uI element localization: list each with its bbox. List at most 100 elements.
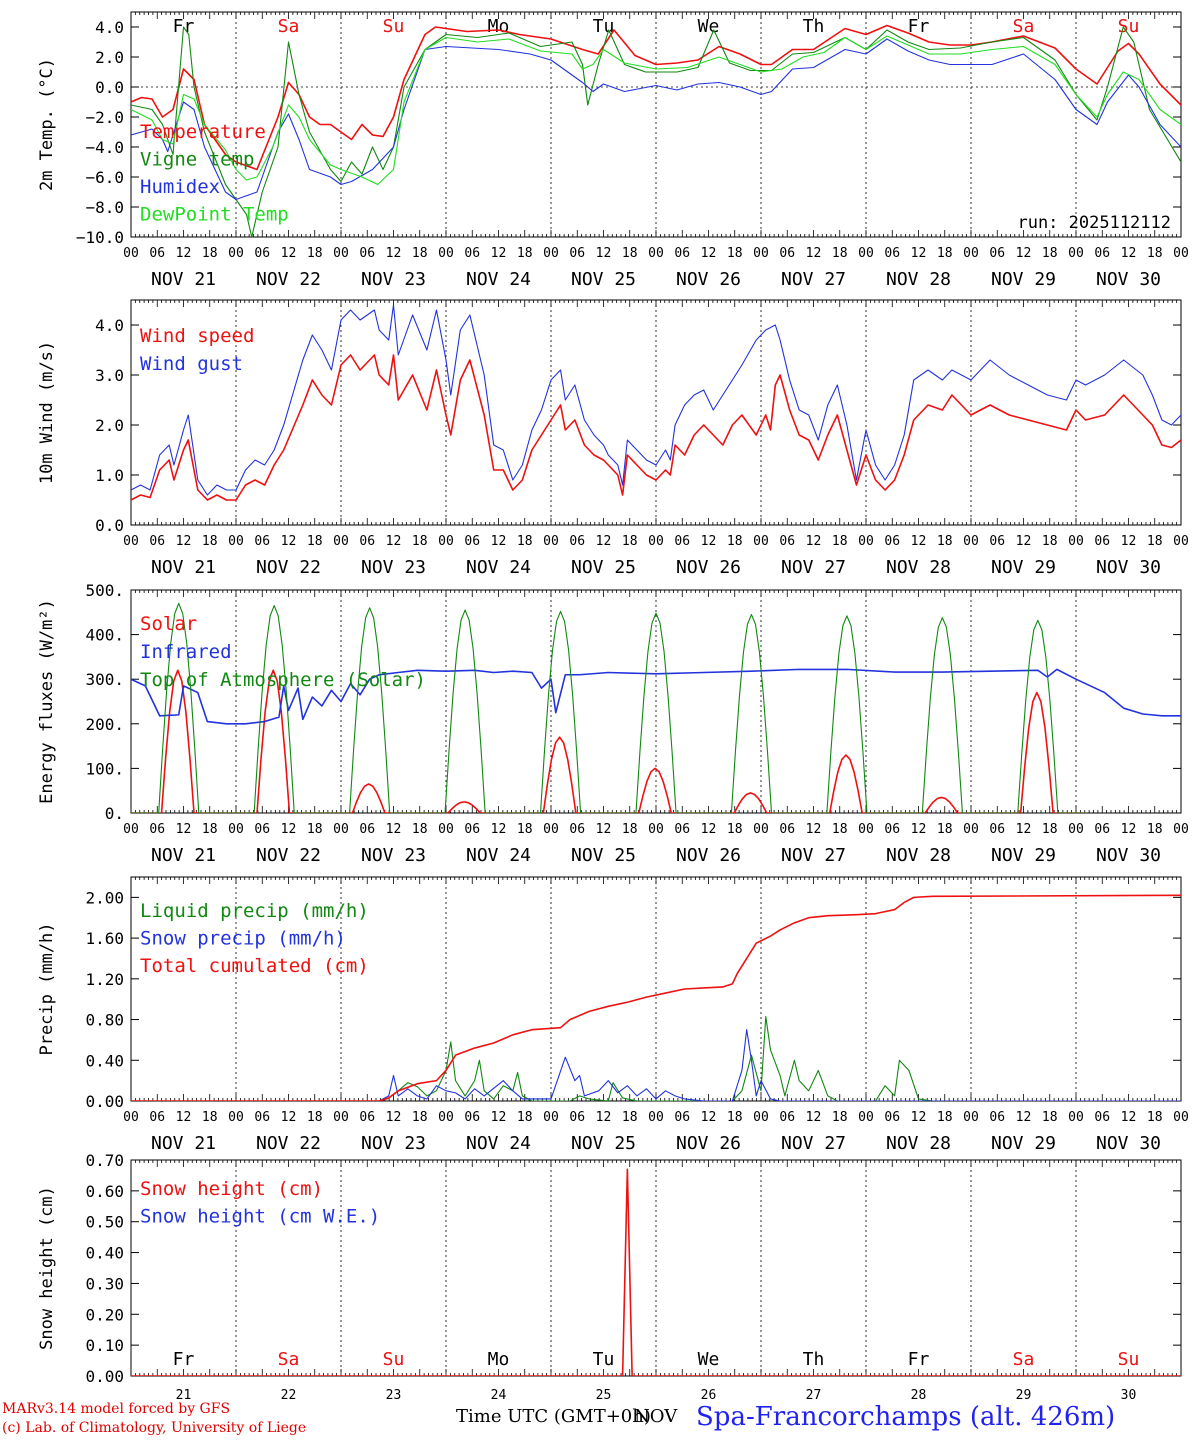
weekday-label: Su [383,1349,405,1370]
hour-label: 00 [753,1110,769,1125]
series-line-vigne-temp [131,26,1181,237]
hour-label: 06 [884,534,900,549]
hour-label: 00 [858,1110,874,1125]
hour-label: 00 [228,822,244,837]
hour-label: 06 [149,1110,165,1125]
weekday-label: Th [803,1349,825,1370]
hour-label: 06 [149,534,165,549]
hour-label: 00 [648,1110,664,1125]
y-tick-label: −4.0 [85,138,124,157]
hour-label: 12 [911,1110,927,1125]
hour-label: 00 [648,822,664,837]
date-label: NOV 27 [781,845,846,866]
date-label: NOV 21 [151,1133,216,1154]
hour-label: 06 [989,246,1005,261]
hour-label: 00 [1068,534,1084,549]
hour-label: 00 [1173,534,1189,549]
hour-label: 12 [1121,1110,1137,1125]
y-tick-label: 1.60 [85,929,124,948]
legend-entry: Top of Atmosphere (Solar) [140,669,426,691]
hour-label: 12 [911,534,927,549]
hour-label: 18 [517,1110,533,1125]
hour-label: 06 [884,1110,900,1125]
date-label: NOV 24 [466,845,531,866]
panel-wind: 4.0 3.0 2.0 1.0 0.0 10m Wind (m/s) 00 06 12 18 00 0… [37,299,1189,578]
hour-label: 12 [1016,246,1032,261]
series-line-humidex [131,38,1181,201]
y-tick-label: 0.40 [85,1244,124,1263]
hour-label: 12 [491,534,507,549]
hour-label: 06 [884,822,900,837]
legend-entry: Total cumulated (cm) [140,955,369,977]
legend-entry: Infrared [140,641,232,663]
y-tick-label: −8.0 [85,198,124,217]
lab-credit: (c) Lab. of Climatology, University of L… [2,1420,307,1436]
hour-label: 18 [832,1110,848,1125]
date-label: NOV 29 [991,557,1056,578]
date-label: NOV 25 [571,1133,636,1154]
y-tick-label: 1.20 [85,970,124,989]
hour-label: 12 [806,1110,822,1125]
hour-label: 12 [176,534,192,549]
hour-label: 00 [1173,822,1189,837]
date-label: NOV 25 [571,845,636,866]
series-line-wind-speed [131,354,1181,501]
hour-label: 12 [491,246,507,261]
hour-label: 00 [1068,246,1084,261]
date-label: NOV 28 [886,269,951,290]
y-tick-label: 0.00 [85,1092,124,1111]
date-label: NOV 27 [781,557,846,578]
series-line-temperature [131,24,1181,171]
date-label: NOV 30 [1096,845,1161,866]
hour-label: 06 [884,246,900,261]
legend-entry: Snow height (cm) [140,1178,323,1200]
hour-label: 06 [989,534,1005,549]
hour-label: 18 [937,1110,953,1125]
hour-label: 12 [176,1110,192,1125]
series-line-wind-gust [131,304,1181,496]
date-label: NOV 24 [466,557,531,578]
hour-label: 06 [674,822,690,837]
hour-label: 00 [333,1110,349,1125]
date-label: NOV 21 [151,557,216,578]
legend-entry: Wind speed [140,325,254,347]
hour-label: 06 [674,534,690,549]
hour-label: 12 [1016,1110,1032,1125]
panel-snow: 0.70 0.60 0.50 0.40 0.30 0.20 0.10 0.00 Snow hei… [37,1151,1182,1403]
series-line-top-of-atmosphere-solar- [131,602,1086,813]
hour-label: 12 [596,246,612,261]
date-label: NOV 28 [886,845,951,866]
hour-label: 18 [937,822,953,837]
date-label: NOV 30 [1096,1133,1161,1154]
y-axis-title: 2m Temp. (°C) [37,58,57,191]
hour-label: 18 [517,246,533,261]
weekday-label: Fr [908,16,930,37]
hour-label: 00 [648,534,664,549]
hour-label: 18 [307,246,323,261]
date-label: NOV 26 [676,557,741,578]
hour-label: 00 [543,246,559,261]
hour-label: 06 [359,822,375,837]
date-label: NOV 21 [151,845,216,866]
date-label: NOV 23 [361,1133,426,1154]
hour-label: 18 [832,246,848,261]
hour-label: 12 [1121,246,1137,261]
y-tick-label: −10.0 [76,228,124,247]
hour-label: 00 [333,534,349,549]
hour-label: 12 [701,246,717,261]
hour-label: 18 [622,1110,638,1125]
hour-label: 12 [596,822,612,837]
hour-label: 06 [464,1110,480,1125]
hour-label: 06 [779,534,795,549]
hour-label: 18 [202,534,218,549]
y-tick-label: 4.0 [95,316,124,335]
date-label: NOV 29 [991,1133,1056,1154]
hour-label: 06 [779,822,795,837]
weekday-label: Su [1118,16,1140,37]
hour-label: 18 [832,534,848,549]
hour-label: 00 [858,822,874,837]
hour-label: 00 [438,246,454,261]
y-tick-label: 500. [85,581,124,600]
y-tick-label: 1.0 [95,466,124,485]
y-tick-label: 200. [85,715,124,734]
